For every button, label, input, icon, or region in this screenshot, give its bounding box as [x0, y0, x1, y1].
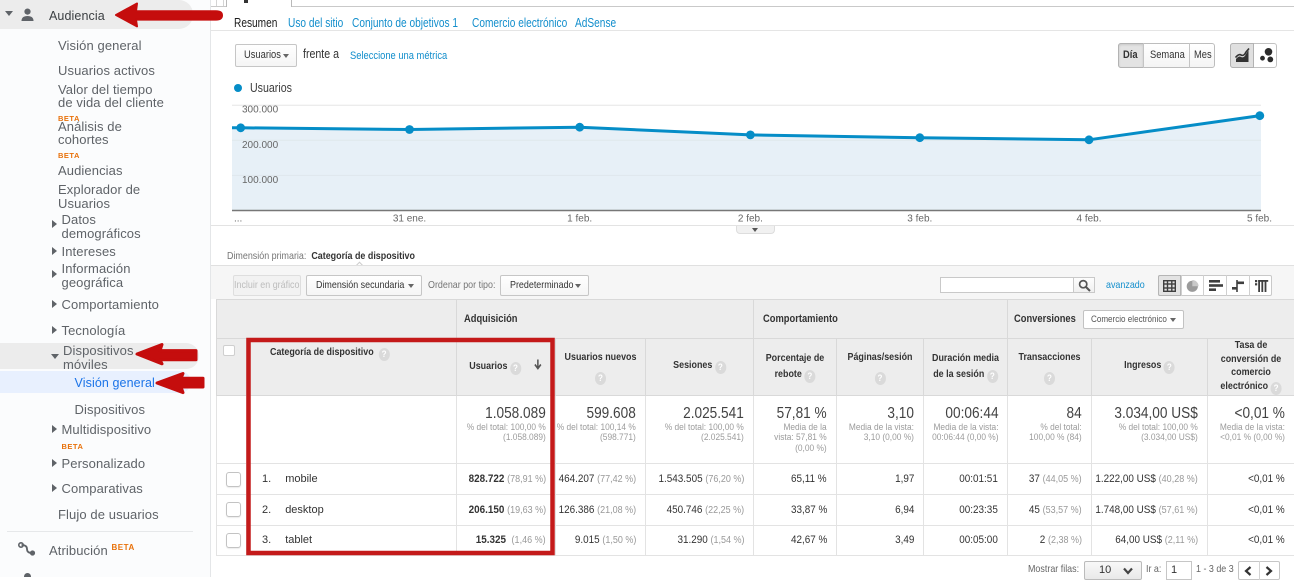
- svg-text:2 feb.: 2 feb.: [738, 214, 763, 225]
- svg-text:100.000: 100.000: [242, 175, 279, 186]
- svg-text:1 feb.: 1 feb.: [567, 214, 592, 225]
- svg-text:4 feb.: 4 feb.: [1076, 214, 1101, 225]
- svg-text:300.000: 300.000: [242, 105, 279, 116]
- svg-text:...: ...: [234, 214, 242, 225]
- svg-text:5 feb.: 5 feb.: [1247, 214, 1272, 225]
- svg-text:200.000: 200.000: [242, 140, 279, 151]
- svg-text:31 ene.: 31 ene.: [393, 214, 426, 225]
- svg-text:3 feb.: 3 feb.: [907, 214, 932, 225]
